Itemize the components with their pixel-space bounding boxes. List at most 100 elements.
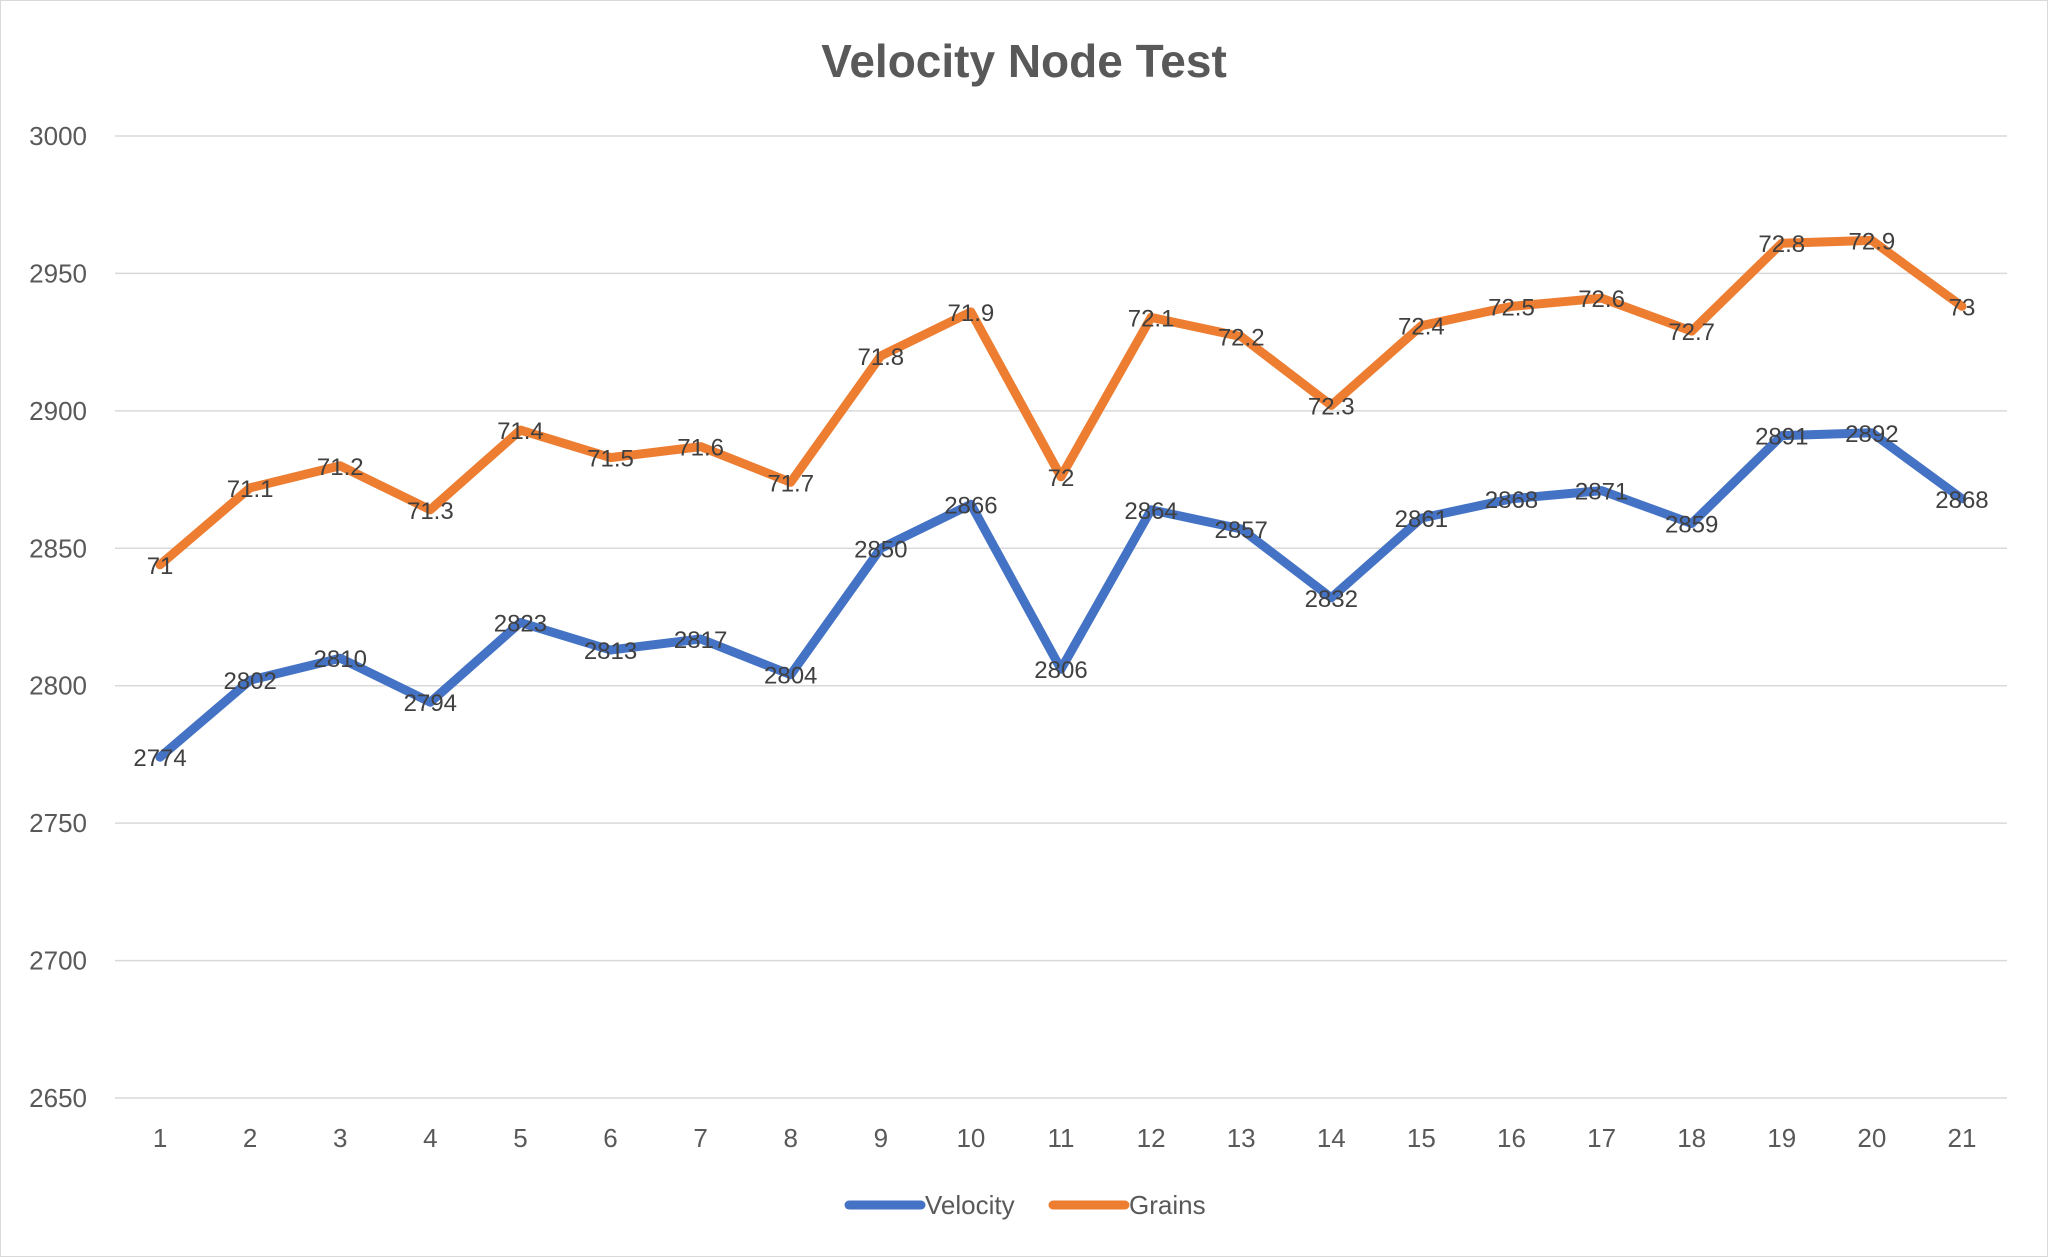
x-tick-label: 1 [153, 1123, 167, 1153]
data-point-velocity [970, 503, 972, 505]
data-point-grains [1510, 305, 1512, 307]
x-tick-label: 4 [423, 1123, 437, 1153]
data-point-grains [700, 446, 702, 448]
data-label-grains: 72 [1048, 465, 1075, 492]
data-label-velocity: 2864 [1124, 498, 1177, 525]
y-tick-label: 2900 [29, 396, 87, 426]
data-point-velocity [790, 674, 792, 676]
data-label-velocity: 2804 [764, 663, 817, 690]
data-label-velocity: 2823 [494, 610, 547, 637]
data-label-grains: 72.5 [1488, 294, 1535, 321]
data-point-grains [790, 481, 792, 483]
data-point-grains [970, 311, 972, 313]
data-label-grains: 72.9 [1848, 228, 1895, 255]
data-label-grains: 71.4 [497, 418, 544, 445]
data-label-velocity: 2866 [944, 492, 997, 519]
x-tick-label: 17 [1587, 1123, 1616, 1153]
legend-label-grains: Grains [1129, 1190, 1206, 1220]
data-label-grains: 72.4 [1398, 314, 1445, 341]
y-tick-label: 2700 [29, 946, 87, 976]
data-label-velocity: 2871 [1575, 479, 1628, 506]
data-label-velocity: 2857 [1214, 517, 1267, 544]
data-point-grains [159, 564, 161, 566]
x-tick-label: 2 [243, 1123, 257, 1153]
data-point-grains [519, 429, 521, 431]
gridlines [115, 135, 2007, 1099]
data-point-velocity [159, 756, 161, 758]
data-label-velocity: 2868 [1485, 487, 1538, 514]
data-point-velocity [1691, 523, 1693, 525]
x-tick-label: 21 [1947, 1123, 1976, 1153]
x-tick-label: 11 [1048, 1123, 1075, 1153]
data-label-grains: 71.3 [407, 498, 454, 525]
data-label-grains: 72.6 [1578, 286, 1625, 313]
x-tick-label: 12 [1137, 1123, 1166, 1153]
data-label-grains: 72.3 [1308, 393, 1355, 420]
data-label-velocity: 2859 [1665, 512, 1718, 539]
data-point-velocity [1240, 528, 1242, 530]
data-label-velocity: 2806 [1034, 657, 1087, 684]
data-label-grains: 72.1 [1128, 305, 1175, 332]
data-point-grains [1781, 242, 1783, 244]
data-label-velocity: 2850 [854, 536, 907, 563]
legend: Velocity Grains [844, 1190, 1206, 1220]
data-label-velocity: 2832 [1305, 586, 1358, 613]
data-label-grains: 72.8 [1758, 231, 1805, 258]
data-point-velocity [880, 547, 882, 549]
x-tick-label: 5 [513, 1123, 527, 1153]
y-tick-label: 2800 [29, 671, 87, 701]
data-label-velocity: 2813 [584, 638, 637, 665]
x-tick-label: 18 [1677, 1123, 1706, 1153]
data-point-velocity [1601, 490, 1603, 492]
data-point-grains [1150, 316, 1152, 318]
data-point-velocity [1781, 435, 1783, 437]
data-point-velocity [429, 701, 431, 703]
data-point-grains [1060, 476, 1062, 478]
y-tick-label: 2650 [29, 1083, 87, 1113]
x-tick-label: 14 [1317, 1123, 1346, 1153]
x-tick-label: 3 [333, 1123, 347, 1153]
data-label-velocity: 2868 [1935, 487, 1988, 514]
x-axis-ticks: 1 2 3 4 5 6 7 8 9 10 11 12 13 14 15 16 17 18 19 20 21 [153, 1123, 1977, 1153]
data-point-grains [339, 465, 341, 467]
data-point-velocity [249, 679, 251, 681]
series-lines [155, 235, 1967, 762]
data-point-grains [249, 487, 251, 489]
data-point-grains [1961, 305, 1963, 307]
data-label-grains: 71.1 [227, 476, 274, 503]
data-label-velocity: 2774 [133, 745, 186, 772]
data-label-grains: 71.2 [317, 454, 364, 481]
data-label-grains: 72.7 [1668, 319, 1715, 346]
data-label-grains: 71.6 [677, 435, 724, 462]
data-point-velocity [700, 638, 702, 640]
data-label-grains: 71.8 [857, 344, 904, 371]
y-tick-label: 2950 [29, 258, 87, 288]
data-point-grains [880, 355, 882, 357]
legend-label-velocity: Velocity [925, 1190, 1015, 1220]
data-point-velocity [1150, 509, 1152, 511]
x-tick-label: 8 [783, 1123, 797, 1153]
data-label-grains: 71.5 [587, 446, 634, 473]
data-point-velocity [339, 657, 341, 659]
x-tick-label: 13 [1227, 1123, 1256, 1153]
data-label-grains: 72.2 [1218, 325, 1265, 352]
x-tick-label: 9 [874, 1123, 888, 1153]
data-point-velocity [1330, 597, 1332, 599]
x-tick-label: 15 [1407, 1123, 1436, 1153]
data-point-velocity [610, 649, 612, 651]
data-label-grains: 71 [147, 553, 174, 580]
chart-title: Velocity Node Test [821, 35, 1227, 87]
data-label-velocity: 2892 [1845, 421, 1898, 448]
data-point-grains [1601, 297, 1603, 299]
y-tick-label: 3000 [29, 121, 87, 151]
data-point-grains [1420, 325, 1422, 327]
data-label-velocity: 2802 [223, 668, 276, 695]
data-labels: 2774 2802 2810 2794 2823 2813 2817 2804 2850 2866… [133, 228, 1988, 772]
data-point-grains [1691, 330, 1693, 332]
data-point-grains [429, 509, 431, 511]
data-label-grains: 71.9 [948, 300, 995, 327]
data-point-grains [1330, 404, 1332, 406]
data-point-velocity [1510, 498, 1512, 500]
data-label-velocity: 2817 [674, 627, 727, 654]
